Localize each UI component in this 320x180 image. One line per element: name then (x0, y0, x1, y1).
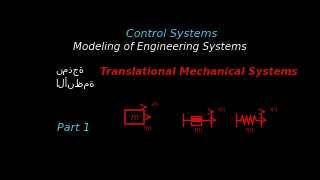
Text: نمذجة: نمذجة (55, 66, 84, 76)
Bar (125, 110, 144, 124)
Text: m: m (131, 112, 139, 122)
Text: x(t): x(t) (218, 107, 227, 112)
Text: Translational Mechanical Systems: Translational Mechanical Systems (100, 67, 298, 77)
Text: F(t): F(t) (143, 126, 152, 131)
Text: F(t): F(t) (246, 129, 254, 133)
Text: الأنظمة: الأنظمة (55, 77, 95, 89)
Text: Modeling of Engineering Systems: Modeling of Engineering Systems (73, 42, 247, 52)
Text: x(t): x(t) (269, 107, 278, 112)
Bar (191, 116, 201, 125)
Text: x(t): x(t) (151, 102, 159, 107)
Text: Part 1: Part 1 (57, 123, 90, 133)
Text: Control Systems: Control Systems (126, 29, 217, 39)
Text: F(t): F(t) (195, 129, 203, 133)
